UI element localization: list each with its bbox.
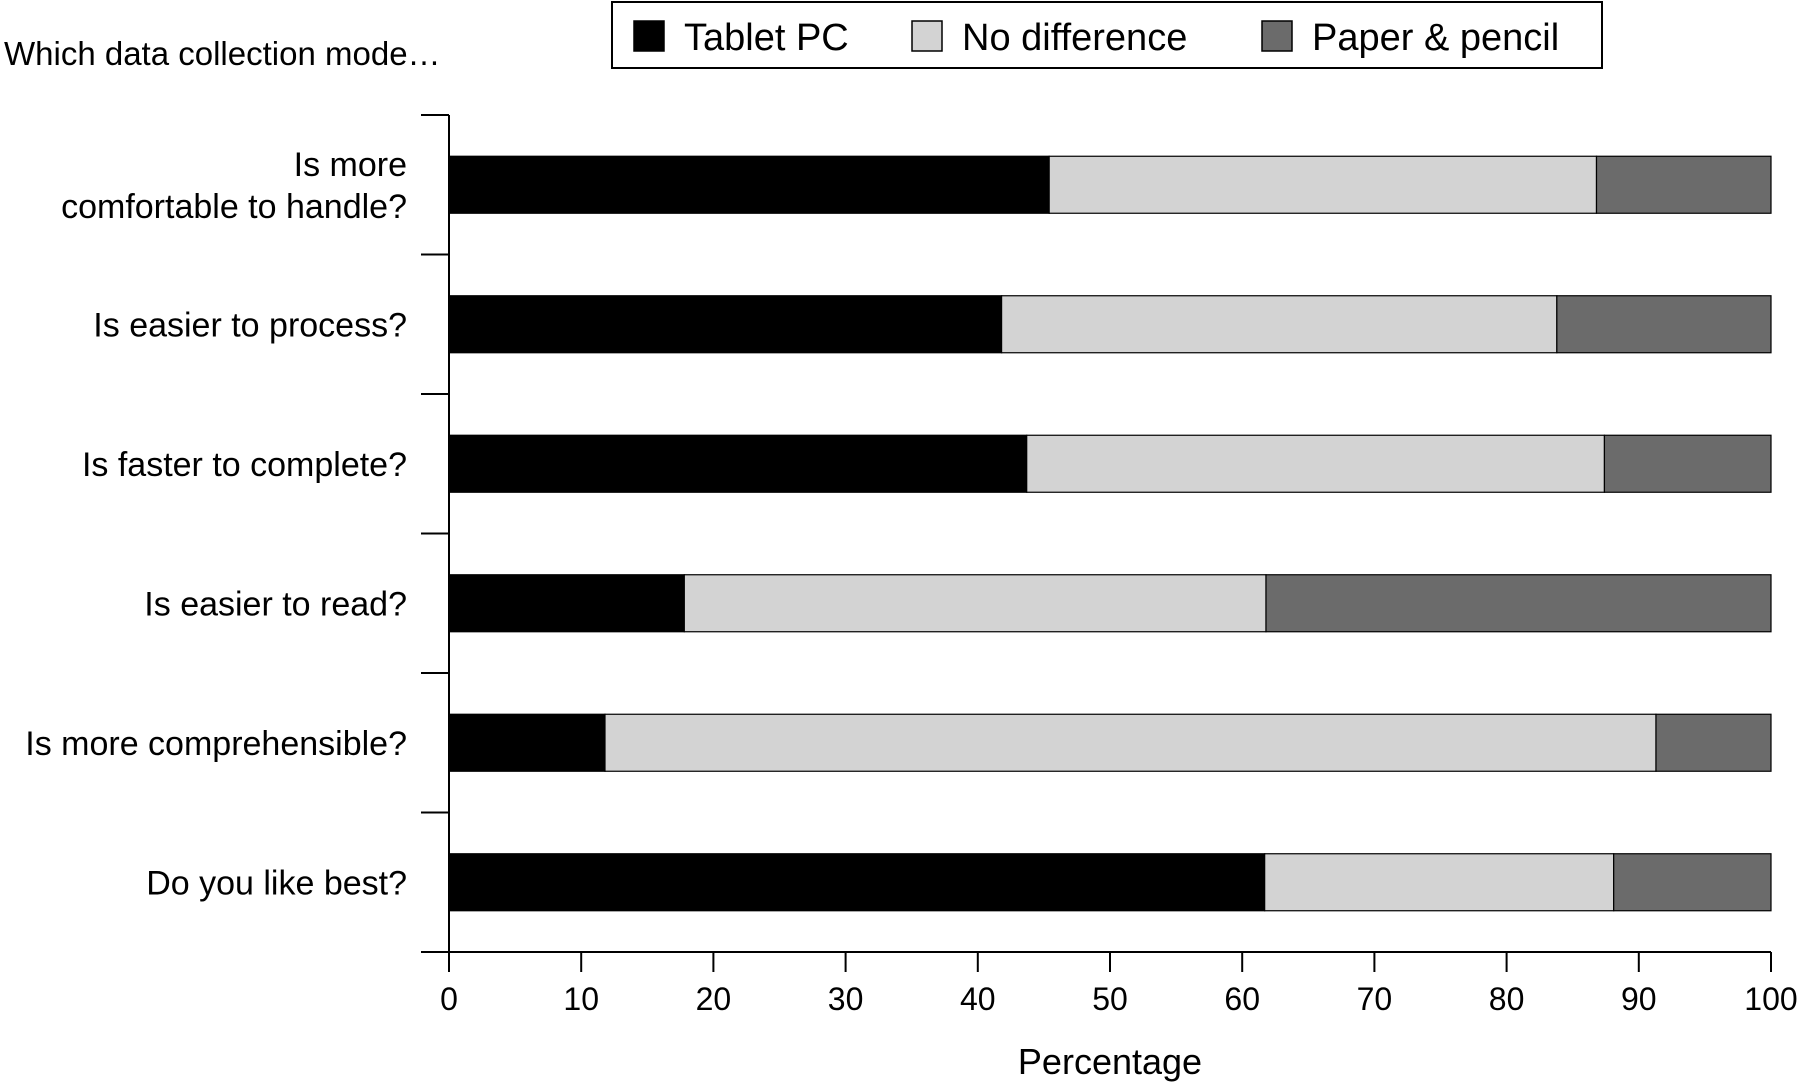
bar-tablet-pc-row-2 [448,295,1003,354]
x-tick-label-100: 100 [1744,981,1797,1017]
bar-tablet-pc-row-3 [448,434,1028,493]
question-label-5: Is more comprehensible? [25,725,407,763]
chart-lead-text: Which data collection mode… [4,35,441,72]
legend-label-tablet-pc: Tablet PC [684,17,849,59]
legend-frame [611,1,1603,69]
legend-swatch-paper-and-pencil [1261,20,1293,52]
legend-label-no-difference: No difference [962,17,1187,59]
legend-swatch-tablet-pc [633,20,665,52]
y-axis: Is more comfortable to handle? Is easier t… [25,114,450,953]
question-label-4: Is easier to read? [144,585,407,623]
bar-no-difference-row-2 [1000,295,1558,354]
question-label-1-line-2: comfortable to handle? [61,188,407,226]
legend-label-paper-and-pencil: Paper & pencil [1312,17,1559,59]
bar-no-difference-row-3 [1026,434,1606,493]
x-tick-label-70: 70 [1357,981,1393,1017]
bar-tablet-pc-row-6 [448,853,1266,912]
bar-tablet-pc-row-5 [448,713,606,772]
x-axis: 0 10 20 30 40 50 60 70 80 90 100 [421,951,1798,1017]
bar-tablet-pc-row-4 [448,574,685,633]
bar-paper-and-pencil-row-2 [1556,295,1772,354]
x-tick-label-0: 0 [440,981,458,1017]
x-axis-title: Percentage [1018,1041,1202,1082]
plot-area [448,155,1772,912]
bar-paper-and-pencil-row-5 [1655,713,1772,772]
x-tick-label-20: 20 [696,981,732,1017]
x-tick-label-80: 80 [1489,981,1525,1017]
bar-paper-and-pencil-row-4 [1265,574,1772,633]
legend: Tablet PC No difference Paper & pencil [611,1,1603,69]
question-label-1-line-1: Is more [294,146,407,184]
bar-no-difference-row-6 [1264,853,1615,912]
question-label-2: Is easier to process? [93,306,407,344]
bar-paper-and-pencil-row-3 [1603,434,1772,493]
x-tick-label-90: 90 [1621,981,1657,1017]
question-label-3: Is faster to complete? [82,446,407,484]
x-tick-label-50: 50 [1092,981,1128,1017]
bar-paper-and-pencil-row-6 [1613,853,1772,912]
x-tick-label-40: 40 [960,981,996,1017]
bar-paper-and-pencil-row-1 [1595,155,1772,214]
x-tick-label-10: 10 [563,981,599,1017]
bar-no-difference-row-5 [604,713,1657,772]
bar-tablet-pc-row-1 [448,155,1050,214]
question-label-6: Do you like best? [146,864,407,902]
legend-swatch-no-difference [911,20,943,52]
x-tick-label-60: 60 [1224,981,1260,1017]
bar-no-difference-row-1 [1048,155,1598,214]
x-tick-label-30: 30 [828,981,864,1017]
bar-no-difference-row-4 [683,574,1267,633]
